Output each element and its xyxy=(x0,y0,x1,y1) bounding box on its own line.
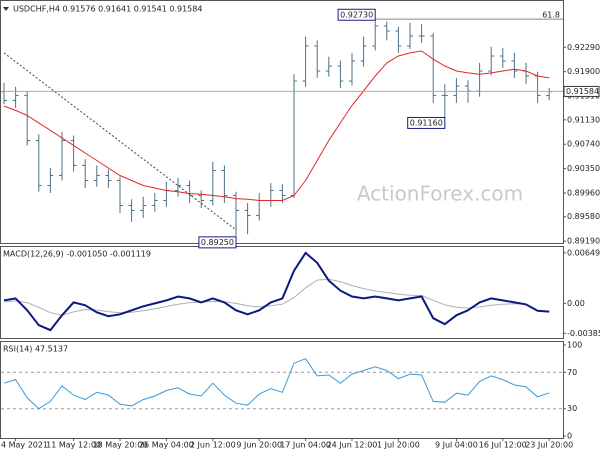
fib-label: 61.8 xyxy=(542,11,560,20)
x-tick-label: 9 Jun 20:00 xyxy=(236,441,282,450)
macd-panel xyxy=(0,246,564,339)
y-tick-label: 0 xyxy=(567,431,572,440)
y-tick-label: 0.91130 xyxy=(567,115,600,124)
annotation-label: 0.91160 xyxy=(410,118,443,127)
x-tick-label: 11 May 12:00 xyxy=(46,441,101,450)
y-tick-label: 0.00649 xyxy=(567,248,600,257)
watermark: ActionForex.com xyxy=(357,182,523,206)
indicator-line xyxy=(3,358,550,410)
y-tick-label: 100 xyxy=(567,341,582,350)
x-tick-label: 1 Jul 20:00 xyxy=(377,441,420,450)
y-tick-label: 0.00 xyxy=(567,299,585,308)
x-tick-label: 23 Jul 20:00 xyxy=(525,441,573,450)
y-tick-label: 0.89580 xyxy=(567,212,600,221)
indicator-line xyxy=(3,251,550,332)
x-tick-label: 24 Jun 12:00 xyxy=(327,441,378,450)
last-price-box xyxy=(563,85,600,97)
annotation-box xyxy=(198,236,237,249)
annotation-box xyxy=(407,116,446,129)
indicator-line xyxy=(3,278,550,316)
x-tick-label: 2 Jun 12:00 xyxy=(190,441,236,450)
menu-icon xyxy=(3,7,9,11)
y-tick-label: 0.89190 xyxy=(567,237,600,246)
panel-frames xyxy=(0,0,564,439)
macd-title: MACD(12,26,9) -0.001050 -0.001119 xyxy=(3,250,151,259)
x-tick-label: 4 May 2021 xyxy=(1,441,48,450)
y-tick-label: -0.003855 xyxy=(567,329,600,338)
y-tick-label: 0.89960 xyxy=(567,188,600,197)
y-tick-label: 30 xyxy=(567,404,577,413)
x-tick-label: 26 May 04:00 xyxy=(139,441,194,450)
price-title: USDCHF,H4 0.91576 0.91641 0.91541 0.9158… xyxy=(13,5,202,14)
y-tick-label: 0.90740 xyxy=(567,140,600,149)
moving-average xyxy=(3,50,550,201)
y-tick-label: 0.90350 xyxy=(567,164,600,173)
rsi-title: RSI(14) 47.5137 xyxy=(3,345,68,354)
annotation-label: 0.92730 xyxy=(340,10,373,19)
rsi-panel xyxy=(0,341,564,439)
last-price-label: 0.91584 xyxy=(566,87,599,96)
annotation-box xyxy=(337,8,376,21)
x-tick-label: 16 Jul 12:00 xyxy=(479,441,527,450)
x-tick-label: 18 May 20:00 xyxy=(93,441,148,450)
annotation-label: 0.89250 xyxy=(201,238,234,247)
x-tick-label: 17 Jun 04:00 xyxy=(280,441,331,450)
y-tick-label: 70 xyxy=(567,368,577,377)
y-tick-label: 0.91900 xyxy=(567,67,600,76)
x-tick-label: 9 Jul 04:00 xyxy=(435,441,478,450)
trendline xyxy=(3,52,237,231)
price-panel xyxy=(0,0,564,244)
y-tick-label: 0.92290 xyxy=(567,43,600,52)
